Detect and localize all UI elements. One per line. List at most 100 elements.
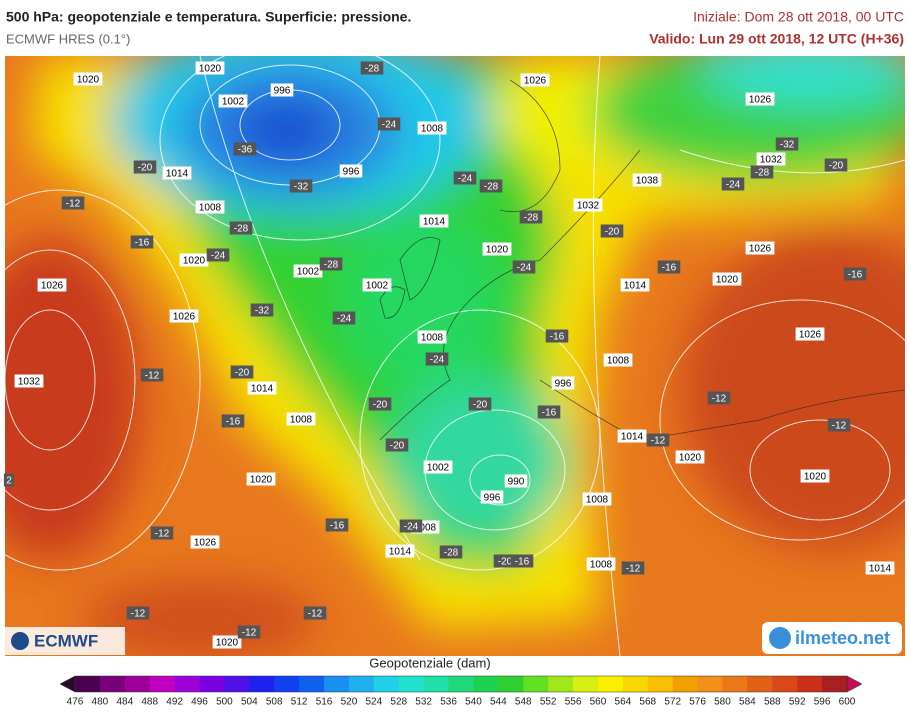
colorbar-label: 568 bbox=[639, 697, 656, 708]
temperature-label-box bbox=[221, 414, 245, 428]
isobar-label: 1026 bbox=[749, 244, 772, 255]
temperature-label-box bbox=[206, 248, 230, 262]
isobar-label: 1026 bbox=[524, 76, 547, 87]
temperature-label-box bbox=[233, 142, 257, 156]
colorbar-segment bbox=[473, 676, 499, 692]
colorbar-end bbox=[846, 675, 863, 693]
temperature-label: -20 bbox=[373, 400, 388, 411]
isobar-label: 1008 bbox=[421, 124, 444, 135]
isobar-label-box bbox=[551, 376, 575, 390]
colorbar-label: 552 bbox=[540, 697, 557, 708]
isobar-label-box bbox=[37, 278, 67, 292]
isobar-label: 1026 bbox=[173, 312, 196, 323]
colorbar: 476 480 484 488 492 496 500 504 508 512 516 520 524 5… bbox=[59, 675, 863, 708]
temperature-label-box bbox=[479, 179, 503, 193]
temperature-label: -28 bbox=[365, 64, 380, 75]
isobar-label-box bbox=[756, 152, 786, 166]
isobar-label: 1002 bbox=[427, 463, 450, 474]
temperature-label-box bbox=[61, 196, 85, 210]
isobar-label-box bbox=[745, 241, 775, 255]
isobar-label: 1026 bbox=[194, 538, 217, 549]
colorbar-label: 504 bbox=[241, 697, 258, 708]
temperature-label-box bbox=[399, 519, 423, 533]
isobar-label-box bbox=[712, 272, 742, 286]
isobar-label-box bbox=[385, 544, 415, 558]
colorbar-segment bbox=[647, 676, 674, 692]
isobar-label-box bbox=[603, 353, 633, 367]
ecmwf-text: ECMWF bbox=[34, 631, 98, 650]
temperature-label: -24 bbox=[517, 263, 532, 274]
temperature-label-box bbox=[537, 405, 561, 419]
temperature-label: -12 bbox=[242, 628, 257, 639]
isobar-label-box bbox=[73, 72, 103, 86]
init-time: Iniziale: Dom 28 ott 2018, 00 UTC bbox=[693, 9, 904, 25]
temperature-label: -24 bbox=[726, 180, 741, 191]
temperature-label-box bbox=[510, 554, 534, 568]
colorbar-label: 580 bbox=[714, 697, 731, 708]
temperature-label-box bbox=[126, 606, 150, 620]
colorbar-label: 484 bbox=[116, 697, 133, 708]
isobar-label-box bbox=[293, 264, 323, 278]
isobar-label-box bbox=[169, 309, 199, 323]
colorbar-label: 548 bbox=[515, 697, 532, 708]
isobar-label: 1020 bbox=[250, 475, 273, 486]
temperature-label: -36 bbox=[238, 145, 253, 156]
temperature-label-box bbox=[646, 433, 670, 447]
isobar-label: 1032 bbox=[760, 155, 783, 166]
colorbar-segment bbox=[672, 676, 699, 692]
colorbar-segment bbox=[697, 676, 723, 692]
temperature-label-box bbox=[824, 158, 848, 172]
isobar-label-box bbox=[573, 198, 603, 212]
colorbar-segment bbox=[548, 676, 574, 692]
colorbar-segment bbox=[224, 676, 250, 692]
model: ECMWF HRES (0.1°) bbox=[6, 31, 130, 46]
isobar-label: 1020 bbox=[679, 453, 702, 464]
ecmwf-logo: ECMWF bbox=[5, 627, 125, 655]
isobar-label: 1014 bbox=[423, 217, 446, 228]
colorbar-label: 584 bbox=[739, 697, 756, 708]
temperature-label: -24 bbox=[382, 120, 397, 131]
isobar-label-box bbox=[339, 164, 363, 178]
colorbar-label: 524 bbox=[365, 697, 382, 708]
temperature-label-box bbox=[377, 117, 401, 131]
isobar-label: 1020 bbox=[77, 75, 100, 86]
isobar-label-box bbox=[586, 557, 616, 571]
isobar-label: 1026 bbox=[41, 281, 64, 292]
isobar-label: 1008 bbox=[586, 495, 609, 506]
isobar-label-box bbox=[14, 374, 44, 388]
colorbar-label: 488 bbox=[141, 697, 158, 708]
temperature-label: -32 bbox=[780, 140, 795, 151]
colorbar-label: 536 bbox=[440, 697, 457, 708]
temperature-label: -20 bbox=[138, 163, 153, 174]
isobar-label-box bbox=[480, 490, 504, 504]
isobar-label: 1008 bbox=[421, 333, 444, 344]
colorbar-segment bbox=[324, 676, 350, 692]
colorbar-segment bbox=[398, 676, 425, 692]
isobar-label-box bbox=[745, 92, 775, 106]
isobar-label: 996 bbox=[555, 379, 572, 390]
isobar-label: 1014 bbox=[869, 564, 892, 575]
temperature-label-box bbox=[707, 391, 731, 405]
temperature-label-box bbox=[150, 526, 174, 540]
ilmeteo-text: ilmeteo.net bbox=[795, 628, 890, 648]
colorbar-label: 588 bbox=[764, 697, 781, 708]
map bbox=[5, 56, 905, 656]
temperature-label: -16 bbox=[550, 332, 565, 343]
temperature-label-box bbox=[721, 177, 745, 191]
temperature-label: 2 bbox=[6, 476, 12, 487]
isobar-label: 1008 bbox=[199, 203, 222, 214]
temperature-label: -28 bbox=[234, 224, 249, 235]
temperature-label: -16 bbox=[226, 417, 241, 428]
temperature-label-box bbox=[289, 179, 313, 193]
colorbar-segment bbox=[523, 676, 549, 692]
colorbar-label: 516 bbox=[316, 697, 333, 708]
isobar-label-box bbox=[362, 278, 392, 292]
isobar-label: 996 bbox=[484, 493, 501, 504]
isobar-label: 1002 bbox=[366, 281, 389, 292]
temperature-label-box bbox=[319, 257, 343, 271]
isobar-label-box bbox=[504, 474, 528, 488]
temperature-label: -16 bbox=[662, 263, 677, 274]
temperature-label-box bbox=[140, 368, 164, 382]
isobar-label-box bbox=[286, 412, 316, 426]
